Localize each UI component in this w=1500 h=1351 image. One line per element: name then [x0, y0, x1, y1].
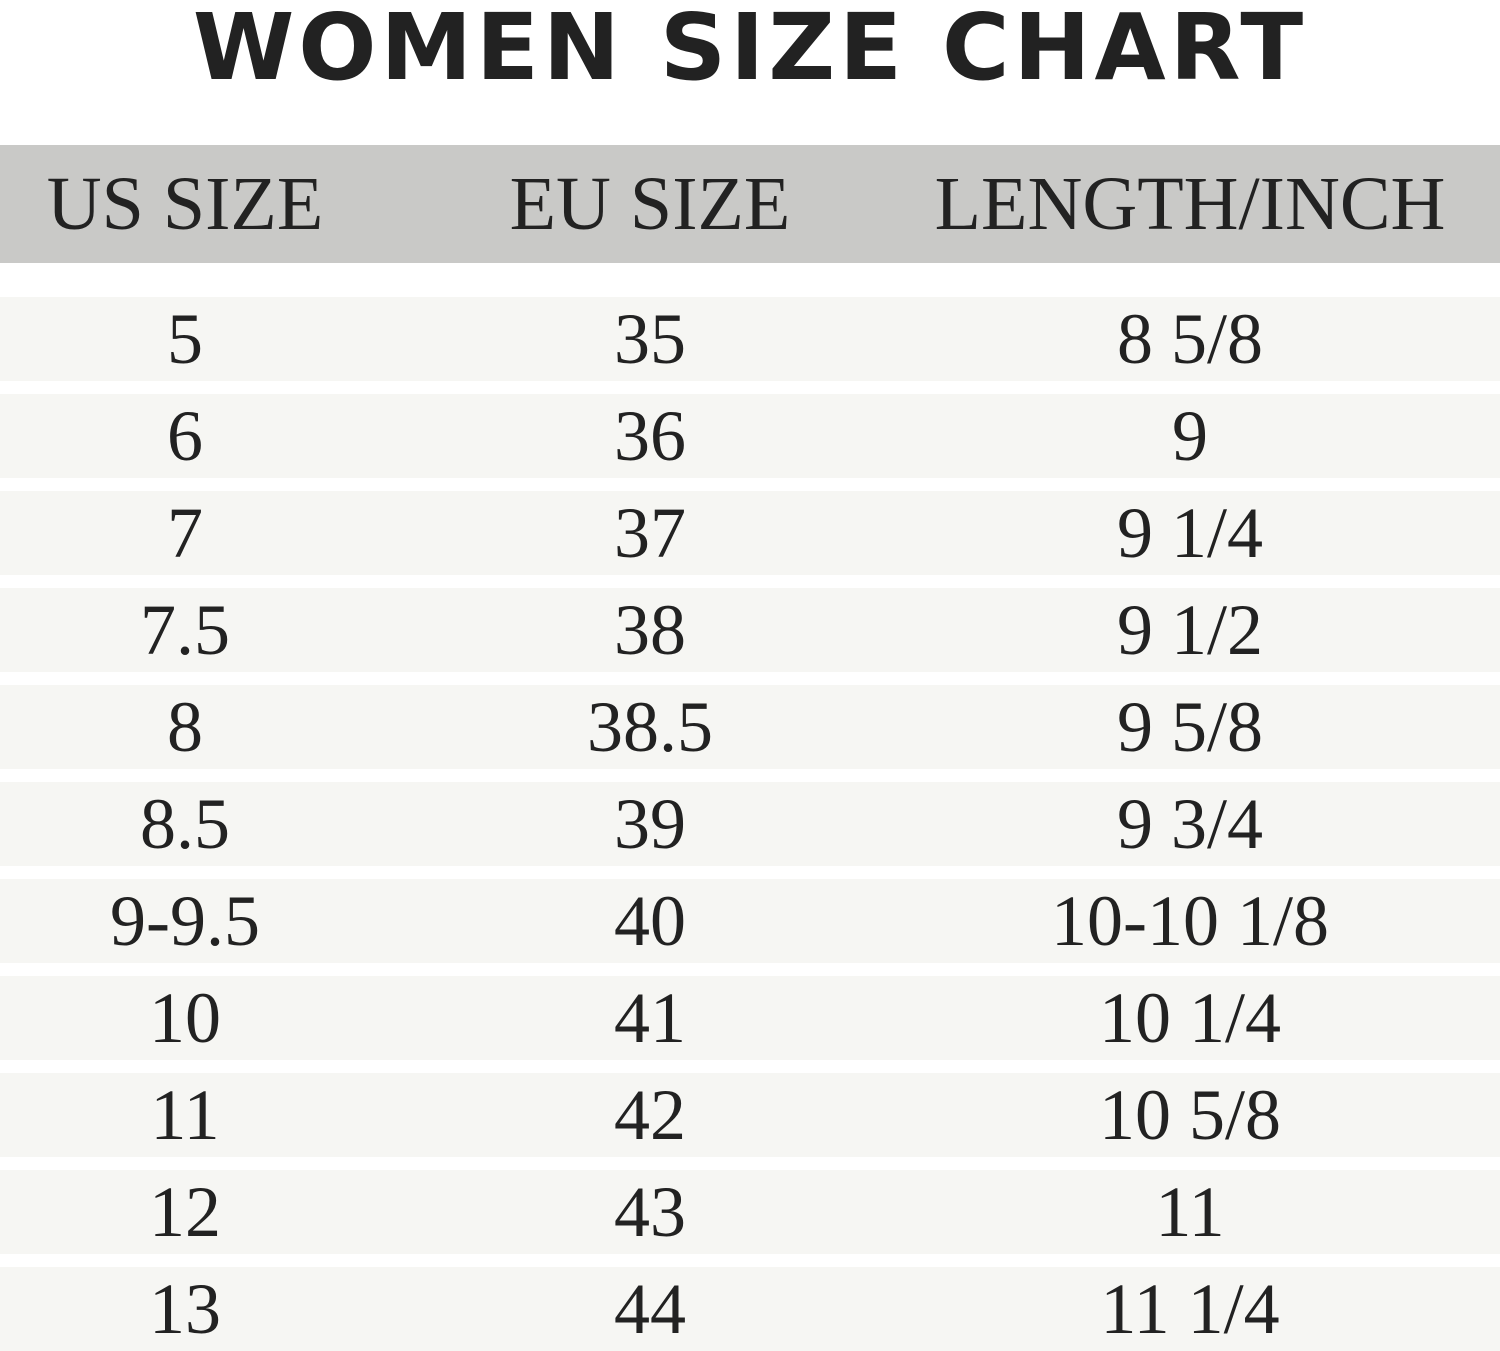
- table-cell: 6: [167, 396, 203, 476]
- table-cell: 10: [149, 978, 221, 1058]
- table-cell: 9 3/4: [1116, 784, 1263, 864]
- row-band: [0, 1073, 1500, 1157]
- row-band: [0, 394, 1500, 478]
- header-cell: US SIZE: [46, 162, 324, 246]
- table-cell: 10-10 1/8: [1051, 881, 1329, 961]
- table-cell: 38.5: [587, 687, 713, 767]
- table-cell: 13: [149, 1269, 221, 1349]
- table-cell: 39: [614, 784, 686, 864]
- table-cell: 9 1/4: [1116, 493, 1263, 573]
- table-cell: 12: [149, 1172, 221, 1252]
- table-cell: 8: [167, 687, 203, 767]
- row-band: [0, 782, 1500, 866]
- table-cell: 5: [167, 299, 203, 379]
- table-cell: 44: [614, 1269, 686, 1349]
- table-cell: 9-9.5: [110, 881, 260, 961]
- row-band: [0, 976, 1500, 1060]
- table-cell: 41: [614, 978, 686, 1058]
- table-cell: 11: [1155, 1172, 1225, 1252]
- table-cell: 7.5: [140, 590, 230, 670]
- row-band: [0, 685, 1500, 769]
- table-cell: 11: [150, 1075, 220, 1155]
- table-cell: 8.5: [140, 784, 230, 864]
- table-cell: 7: [167, 493, 203, 573]
- row-band: [0, 297, 1500, 381]
- table-cell: 38: [614, 590, 686, 670]
- row-band: [0, 491, 1500, 575]
- table-cell: 9 1/2: [1116, 590, 1263, 670]
- table-cell: 11 1/4: [1100, 1269, 1280, 1349]
- table-cell: 43: [614, 1172, 686, 1252]
- table-cell: 10 1/4: [1098, 978, 1281, 1058]
- row-band: [0, 1267, 1500, 1351]
- row-band: [0, 879, 1500, 963]
- header-cell: EU SIZE: [509, 162, 791, 246]
- table-cell: 9 5/8: [1116, 687, 1263, 767]
- row-band: [0, 1170, 1500, 1254]
- table-cell: 42: [614, 1075, 686, 1155]
- table-cell: 35: [614, 299, 686, 379]
- table-cell: 8 5/8: [1116, 299, 1263, 379]
- table-cell: 9: [1172, 396, 1208, 476]
- table-cell: 36: [614, 396, 686, 476]
- header-cell: LENGTH/INCH: [934, 162, 1446, 246]
- row-band: [0, 588, 1500, 672]
- table-cell: 40: [614, 881, 686, 961]
- title: WOMEN SIZE CHART: [192, 0, 1308, 101]
- table-cell: 10 5/8: [1098, 1075, 1281, 1155]
- table-cell: 37: [614, 493, 686, 573]
- header-band: [0, 145, 1500, 263]
